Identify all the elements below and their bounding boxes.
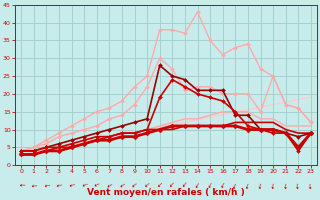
Text: ↙: ↙ bbox=[256, 182, 265, 190]
Text: ↙: ↙ bbox=[182, 182, 188, 189]
Text: ↙: ↙ bbox=[29, 182, 38, 190]
Text: ↙: ↙ bbox=[269, 182, 277, 190]
Text: ↙: ↙ bbox=[282, 182, 290, 190]
Text: ↙: ↙ bbox=[219, 182, 227, 189]
X-axis label: Vent moyen/en rafales ( km/h ): Vent moyen/en rafales ( km/h ) bbox=[87, 188, 245, 197]
Text: ↙: ↙ bbox=[206, 182, 214, 189]
Text: ↙: ↙ bbox=[80, 182, 88, 190]
Text: ↙: ↙ bbox=[194, 182, 201, 189]
Text: ↙: ↙ bbox=[131, 182, 138, 189]
Text: ↙: ↙ bbox=[68, 182, 76, 190]
Text: ↙: ↙ bbox=[294, 182, 302, 190]
Text: ↙: ↙ bbox=[231, 182, 239, 190]
Text: ↙: ↙ bbox=[42, 182, 51, 190]
Text: ↙: ↙ bbox=[244, 182, 252, 190]
Text: ↙: ↙ bbox=[307, 182, 315, 190]
Text: ↙: ↙ bbox=[55, 182, 63, 190]
Text: ↙: ↙ bbox=[118, 182, 125, 189]
Text: ↙: ↙ bbox=[106, 182, 113, 189]
Text: ↙: ↙ bbox=[157, 182, 163, 188]
Text: ↙: ↙ bbox=[169, 182, 175, 188]
Text: ↙: ↙ bbox=[93, 182, 100, 190]
Text: ↙: ↙ bbox=[144, 182, 150, 188]
Text: ↙: ↙ bbox=[17, 182, 25, 190]
